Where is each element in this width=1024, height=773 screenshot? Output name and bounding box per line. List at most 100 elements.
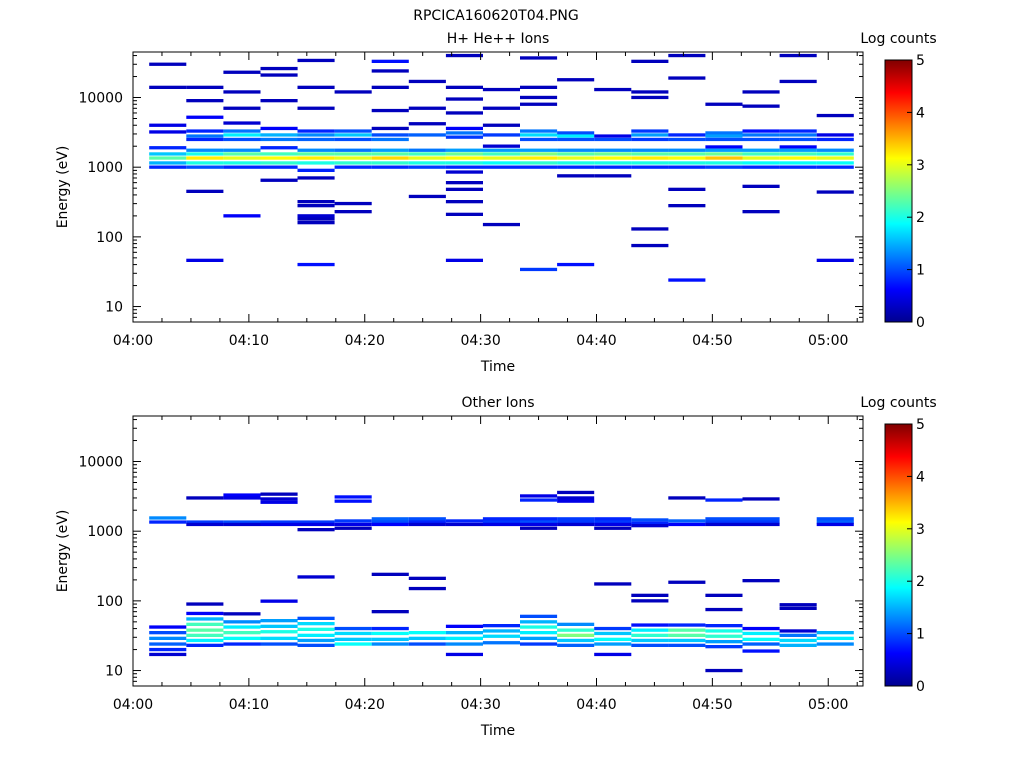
heatmap-cell [594, 156, 632, 160]
heatmap-cell [445, 631, 483, 635]
heatmap-cell [594, 87, 632, 92]
heatmap-cell [482, 87, 520, 92]
heatmap-cell [408, 106, 446, 110]
heatmap-cell [816, 165, 854, 169]
heatmap-cell [408, 631, 446, 635]
heatmap-cell [371, 137, 409, 142]
heatmap-cell [779, 643, 817, 647]
heatmap-cell [557, 517, 595, 521]
heatmap-cell [631, 638, 669, 643]
heatmap-cell [371, 631, 409, 636]
heatmap-cell [149, 636, 187, 640]
heatmap-cell [668, 628, 706, 632]
colorbar-tick-label: 4 [916, 469, 925, 485]
heatmap-cell [631, 518, 669, 522]
heatmap-cell [631, 90, 669, 94]
heatmap-cell [520, 161, 558, 165]
heatmap-cell [557, 165, 595, 169]
heatmap-cell [520, 56, 558, 60]
heatmap-cell [297, 217, 335, 221]
heatmap-cell [594, 522, 632, 527]
heatmap-cell [297, 129, 335, 133]
heatmap-cell [816, 642, 854, 646]
heatmap-cell [408, 194, 446, 199]
heatmap-cell [371, 108, 409, 113]
heatmap-cell [557, 522, 595, 527]
heatmap-cell [297, 152, 335, 156]
heatmap-cell [742, 148, 780, 152]
heatmap-cell [520, 95, 558, 100]
heatmap-cell [371, 85, 409, 89]
heatmap-cell [260, 126, 298, 131]
heatmap-cell [668, 623, 706, 627]
heatmap-cell [520, 520, 558, 524]
heatmap-cell [668, 152, 706, 156]
heatmap-cell [668, 519, 706, 523]
y-tick-label: 100 [96, 594, 123, 610]
heatmap-cell [223, 642, 261, 646]
heatmap-cell [779, 161, 817, 165]
heatmap-cell [223, 620, 261, 624]
heatmap-cell [260, 178, 298, 182]
heatmap-cell [557, 134, 595, 138]
heatmap-cell [223, 631, 261, 635]
heatmap-cell [631, 593, 669, 597]
heatmap-cell [186, 638, 224, 643]
x-tick-label: 04:50 [692, 697, 732, 713]
heatmap-cell [223, 121, 261, 125]
heatmap-cell [482, 161, 520, 165]
heatmap-cell [445, 181, 483, 185]
heatmap-cell [371, 148, 409, 152]
heatmap-cell [705, 522, 743, 527]
heatmap-cell [260, 99, 298, 103]
heatmap-cell [594, 134, 632, 138]
heatmap-cell [594, 626, 632, 631]
heatmap-cell [186, 622, 224, 626]
heatmap-cells [149, 53, 854, 282]
x-tick-label: 04:00 [113, 697, 153, 713]
x-axis-label: Time [480, 723, 515, 739]
heatmap-cell [445, 624, 483, 628]
heatmap-cell [371, 572, 409, 576]
heatmap-cell [520, 522, 558, 527]
heatmap-cell [149, 123, 187, 127]
colorbar: Log counts 0 1 2 3 4 5 [860, 31, 936, 331]
heatmap-cell [260, 500, 298, 504]
heatmap-cell [297, 528, 335, 532]
heatmap-cell [149, 156, 187, 160]
heatmap-cell [445, 53, 483, 58]
heatmap-cell [742, 129, 780, 133]
x-tick-label: 04:20 [345, 333, 385, 349]
heatmap-cell [223, 137, 261, 142]
heatmap-cell [260, 73, 298, 77]
colorbar-gradient [884, 423, 913, 687]
heatmap-cell [742, 642, 780, 646]
heatmap-cell [223, 214, 261, 218]
heatmap-cell [297, 200, 335, 204]
heatmap-cell [705, 593, 743, 597]
heatmap-cell [631, 227, 669, 231]
heatmap-cells [149, 490, 854, 673]
heatmap-cell [223, 106, 261, 110]
heatmap-cell [594, 652, 632, 657]
heatmap-cell [520, 494, 558, 498]
heatmap-cell [297, 622, 335, 626]
heatmap-cell [408, 148, 446, 152]
heatmap-cell [297, 137, 335, 142]
heatmap-cell [520, 636, 558, 640]
colorbar: Log counts 0 1 2 3 4 5 [860, 395, 936, 695]
heatmap-cell [371, 69, 409, 73]
heatmap-cell [445, 152, 483, 156]
heatmap-cell [520, 165, 558, 169]
heatmap-cell [371, 156, 409, 160]
heatmap-cell [223, 156, 261, 160]
heatmap-cell [482, 520, 520, 524]
heatmap-cell [186, 628, 224, 632]
colorbar-label: Log counts [860, 31, 936, 47]
heatmap-cell [186, 258, 224, 262]
heatmap-cell [445, 258, 483, 262]
heatmap-cell [779, 145, 817, 149]
heatmap-cell [557, 131, 595, 135]
heatmap-cell [482, 629, 520, 633]
heatmap-cell [779, 165, 817, 169]
